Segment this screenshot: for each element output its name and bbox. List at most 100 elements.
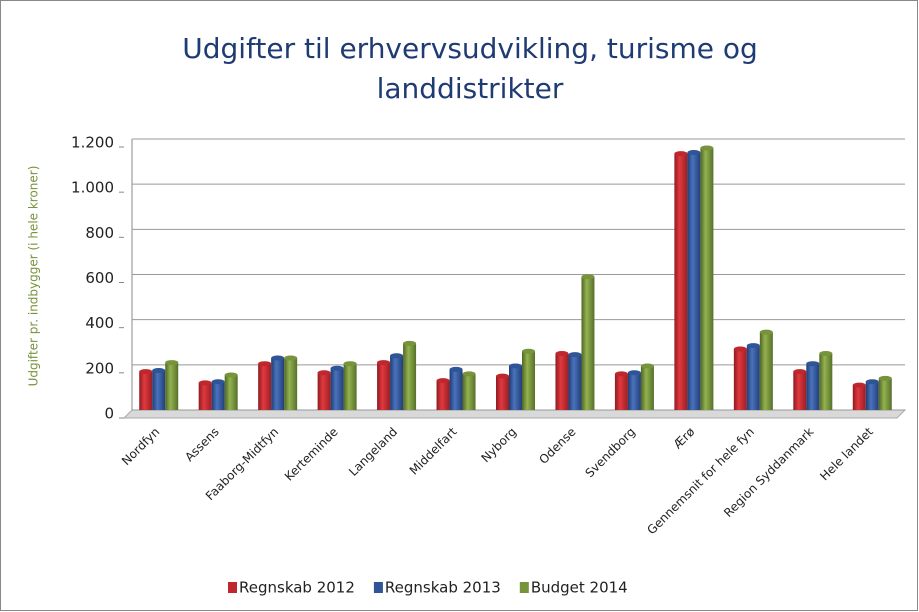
bar-face bbox=[878, 378, 892, 410]
bar bbox=[852, 382, 866, 410]
bar-face bbox=[436, 380, 450, 410]
bar-face bbox=[819, 351, 833, 357]
bar-face bbox=[317, 370, 331, 376]
bar bbox=[165, 360, 179, 410]
plot-floor bbox=[122, 409, 907, 419]
bar bbox=[403, 340, 417, 410]
bar-face bbox=[258, 363, 272, 410]
y-tick-label: 1.000 bbox=[71, 179, 114, 197]
bar-face bbox=[793, 371, 807, 410]
bar-face bbox=[852, 385, 866, 410]
bar bbox=[674, 151, 688, 410]
bar bbox=[449, 366, 463, 410]
bar-face bbox=[496, 373, 509, 379]
legend-swatch bbox=[373, 582, 383, 593]
bar bbox=[317, 370, 331, 410]
bar-face bbox=[733, 346, 747, 352]
legend-label: Budget 2014 bbox=[531, 579, 628, 597]
bar-face bbox=[198, 380, 212, 386]
bar bbox=[198, 380, 212, 410]
bar-face bbox=[284, 358, 298, 410]
bar-face bbox=[819, 353, 833, 410]
bar bbox=[865, 379, 879, 410]
bar-face bbox=[343, 361, 357, 367]
bar bbox=[139, 369, 153, 410]
bar bbox=[509, 363, 522, 410]
bar-face bbox=[462, 373, 476, 410]
bar bbox=[555, 351, 569, 410]
bar-face bbox=[224, 374, 238, 410]
bar-face bbox=[377, 362, 391, 410]
bar bbox=[581, 274, 595, 410]
y-tick-label: 800 bbox=[85, 224, 114, 242]
bar-face bbox=[568, 354, 582, 410]
bar-face bbox=[614, 371, 628, 377]
bar-face bbox=[555, 353, 569, 410]
legend-swatch bbox=[519, 582, 529, 593]
bar-face bbox=[687, 152, 701, 411]
y-tick-label: 400 bbox=[85, 314, 114, 332]
bar bbox=[819, 351, 833, 410]
chart-title-line: Udgifter til erhvervsudvikling, turisme … bbox=[182, 32, 758, 65]
bar-face bbox=[211, 381, 225, 410]
bar bbox=[806, 361, 820, 410]
y-tick-label: 600 bbox=[85, 269, 114, 287]
bar bbox=[640, 363, 654, 410]
bar bbox=[436, 378, 450, 410]
bar bbox=[377, 360, 391, 410]
bar-face bbox=[627, 372, 641, 410]
bar-face bbox=[746, 343, 760, 349]
bar-face bbox=[614, 373, 628, 410]
bar bbox=[687, 150, 701, 411]
bar-face bbox=[152, 367, 166, 373]
bar-face bbox=[165, 360, 179, 366]
legend-swatch bbox=[228, 582, 237, 593]
bar-face bbox=[522, 348, 535, 354]
bar bbox=[496, 373, 509, 410]
bar-face bbox=[759, 332, 773, 410]
bar-face bbox=[271, 355, 285, 361]
bar bbox=[614, 371, 628, 410]
bar-face bbox=[271, 358, 285, 410]
y-tick-label: 200 bbox=[85, 359, 114, 377]
bar-face bbox=[581, 276, 595, 410]
bar-face bbox=[568, 352, 582, 358]
bar-face bbox=[852, 382, 866, 388]
bar-face bbox=[878, 375, 892, 381]
bar bbox=[462, 371, 476, 410]
bar-face bbox=[640, 365, 654, 410]
bar-face bbox=[317, 372, 331, 410]
bar bbox=[700, 145, 714, 411]
bar-face bbox=[436, 378, 450, 384]
bar-face bbox=[700, 148, 714, 411]
bar bbox=[271, 355, 285, 410]
bar bbox=[878, 375, 892, 410]
bar-face bbox=[496, 376, 509, 410]
bar-face bbox=[687, 150, 701, 156]
bar bbox=[746, 343, 760, 410]
bar-face bbox=[522, 351, 535, 410]
bar bbox=[390, 353, 404, 410]
bar-face bbox=[198, 382, 212, 410]
bar-face bbox=[152, 370, 166, 410]
bar-face bbox=[462, 371, 476, 377]
bar-face bbox=[806, 361, 820, 367]
bar bbox=[568, 352, 582, 410]
bar-face bbox=[555, 351, 569, 357]
bar-face bbox=[509, 363, 522, 369]
bar-face bbox=[640, 363, 654, 369]
bar-face bbox=[449, 366, 463, 372]
y-tick-label: 0 bbox=[104, 405, 114, 423]
bar-face bbox=[139, 369, 153, 375]
bar bbox=[522, 348, 535, 410]
bar-face bbox=[258, 361, 272, 367]
bar bbox=[152, 367, 166, 410]
bar-face bbox=[211, 379, 225, 385]
bar-face bbox=[674, 153, 688, 410]
bar-face bbox=[165, 362, 179, 410]
bar bbox=[284, 355, 298, 410]
bar bbox=[330, 365, 344, 410]
bar-face bbox=[746, 345, 760, 410]
bar-face bbox=[343, 363, 357, 410]
